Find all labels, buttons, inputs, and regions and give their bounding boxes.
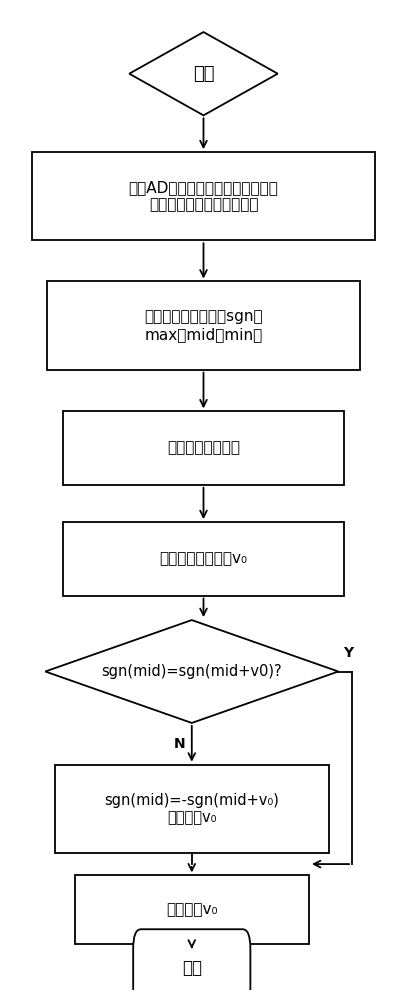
Text: 结束: 结束 xyxy=(182,959,202,977)
FancyBboxPatch shape xyxy=(63,411,344,485)
Text: 开始: 开始 xyxy=(193,65,214,83)
Text: N: N xyxy=(174,737,186,751)
Polygon shape xyxy=(45,620,338,723)
Text: Y: Y xyxy=(343,646,353,660)
Text: 限幅输出v₀: 限幅输出v₀ xyxy=(166,902,218,917)
Text: 计算平均中线电流: 计算平均中线电流 xyxy=(167,441,240,456)
Text: 计算正序参考电压的sgn、
max、mid、min值: 计算正序参考电压的sgn、 max、mid、min值 xyxy=(144,309,263,342)
Text: sgn(mid)=-sgn(mid+v₀)
重新计算v₀: sgn(mid)=-sgn(mid+v₀) 重新计算v₀ xyxy=(104,792,279,825)
Text: 读取AD数据：直流电压、输出电流
保存当前三相正序参考电压: 读取AD数据：直流电压、输出电流 保存当前三相正序参考电压 xyxy=(129,180,278,212)
FancyBboxPatch shape xyxy=(47,281,360,370)
FancyBboxPatch shape xyxy=(55,765,328,853)
FancyBboxPatch shape xyxy=(63,522,344,596)
Text: 计算预估零序电压v₀: 计算预估零序电压v₀ xyxy=(160,551,247,566)
Text: sgn(mid)=sgn(mid+v0)?: sgn(mid)=sgn(mid+v0)? xyxy=(101,664,282,679)
FancyBboxPatch shape xyxy=(74,875,309,944)
FancyBboxPatch shape xyxy=(32,152,375,240)
FancyBboxPatch shape xyxy=(133,929,250,1000)
Polygon shape xyxy=(129,32,278,115)
